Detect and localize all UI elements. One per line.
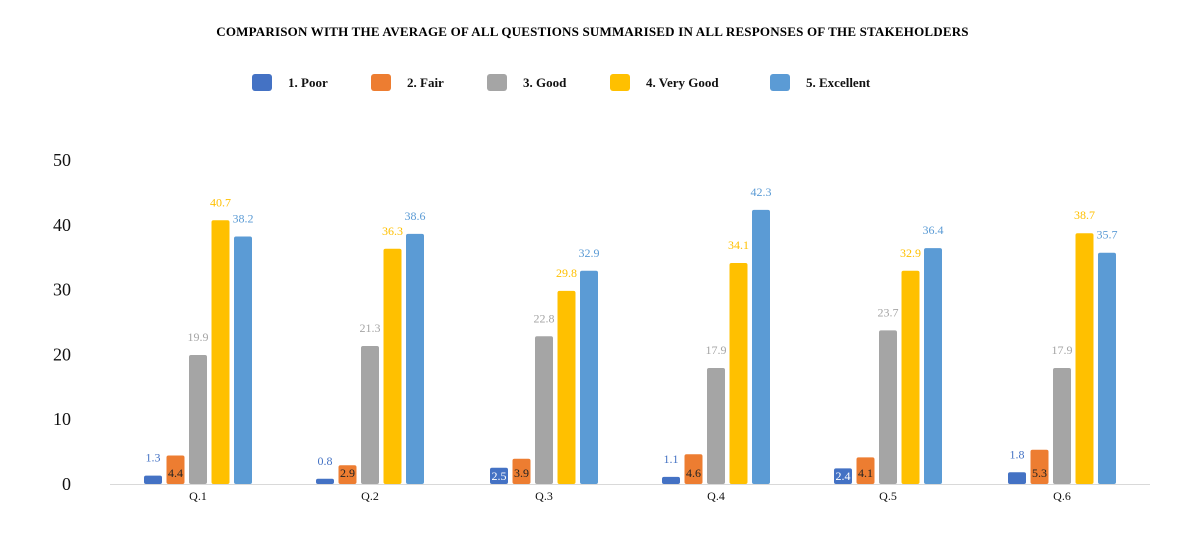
data-label: 38.7 <box>1074 208 1095 222</box>
bar <box>406 233 424 484</box>
legend-label: 1. Poor <box>288 74 328 90</box>
bar <box>879 330 897 484</box>
data-label: 36.4 <box>923 223 944 237</box>
legend: 1. Poor 2. Fair 3. Good 4. Very Good 5. Exce… <box>0 74 1185 94</box>
legend-item: 2. Fair <box>371 74 444 91</box>
bar <box>662 476 680 484</box>
legend-item: 1. Poor <box>252 74 328 91</box>
bar <box>166 455 185 484</box>
legend-swatch <box>487 74 507 91</box>
bar <box>729 263 748 484</box>
data-label: 34.1 <box>728 238 749 252</box>
bar <box>752 209 770 484</box>
data-label: 19.9 <box>188 330 209 344</box>
legend-swatch <box>371 74 391 91</box>
legend-label: 4. Very Good <box>646 74 719 90</box>
bar <box>234 236 252 484</box>
bar <box>383 248 402 484</box>
x-tick-label: Q.5 <box>879 489 897 503</box>
y-tick-label: 0 <box>62 474 71 494</box>
y-tick-label: 20 <box>53 344 71 364</box>
bar <box>580 270 598 484</box>
legend-label: 3. Good <box>523 74 567 90</box>
x-tick-label: Q.6 <box>1053 489 1071 503</box>
x-tick-label: Q.1 <box>189 489 207 503</box>
data-label: 42.3 <box>751 185 772 199</box>
bar <box>211 220 230 485</box>
data-label: 4.4 <box>168 466 183 480</box>
bar <box>834 468 852 484</box>
data-label: 1.1 <box>664 452 679 466</box>
data-label: 17.9 <box>706 343 727 357</box>
data-label: 3.9 <box>514 466 529 480</box>
bar <box>1008 472 1026 484</box>
data-label: 2.5 <box>492 469 507 483</box>
bar <box>512 458 531 484</box>
data-label: 4.1 <box>858 466 873 480</box>
legend-label: 5. Excellent <box>806 74 871 90</box>
bar <box>1053 368 1071 484</box>
bar <box>490 467 508 484</box>
bar <box>316 478 334 484</box>
x-tick-label: Q.4 <box>707 489 725 503</box>
legend-swatch <box>770 74 790 91</box>
data-label: 32.9 <box>579 246 600 260</box>
bar <box>684 454 703 484</box>
bar <box>1075 233 1094 484</box>
data-label: 38.6 <box>405 209 426 223</box>
data-label: 38.2 <box>233 212 254 226</box>
bar <box>856 457 875 484</box>
x-tick-label: Q.2 <box>361 489 379 503</box>
chart-title: COMPARISON WITH THE AVERAGE OF ALL QUEST… <box>216 24 969 39</box>
bar <box>535 336 553 484</box>
data-label: 17.9 <box>1052 343 1073 357</box>
legend-label: 2. Fair <box>407 74 444 90</box>
data-label: 35.7 <box>1097 228 1118 242</box>
data-label: 5.3 <box>1032 466 1047 480</box>
legend-item: 5. Excellent <box>770 74 870 91</box>
data-label: 22.8 <box>534 311 555 325</box>
legend-item: 3. Good <box>487 74 566 91</box>
data-label: 36.3 <box>382 224 403 238</box>
data-label: 2.4 <box>836 469 851 483</box>
bar <box>144 475 162 484</box>
data-label: 23.7 <box>878 305 899 319</box>
bar <box>361 346 379 484</box>
data-label: 2.9 <box>340 466 355 480</box>
data-label: 21.3 <box>360 321 381 335</box>
data-label: 29.8 <box>556 266 577 280</box>
x-tick-label: Q.3 <box>535 489 553 503</box>
data-label: 1.8 <box>1010 447 1025 461</box>
y-tick-label: 50 <box>53 150 71 170</box>
data-label: 32.9 <box>900 246 921 260</box>
bar <box>924 248 942 484</box>
bar <box>1030 449 1049 484</box>
y-tick-label: 40 <box>53 215 71 235</box>
bar <box>707 368 725 484</box>
bar <box>338 465 357 484</box>
bar <box>557 290 576 484</box>
bar <box>901 270 920 484</box>
legend-swatch <box>252 74 272 91</box>
bar <box>1098 252 1116 484</box>
legend-item: 4. Very Good <box>610 74 719 91</box>
bar <box>189 355 207 484</box>
y-tick-label: 10 <box>53 409 71 429</box>
legend-swatch <box>610 74 630 91</box>
data-label: 40.7 <box>210 195 231 209</box>
y-tick-label: 30 <box>53 280 71 300</box>
data-label: 0.8 <box>318 454 333 468</box>
data-label: 1.3 <box>146 451 161 465</box>
data-label: 4.6 <box>686 466 701 480</box>
